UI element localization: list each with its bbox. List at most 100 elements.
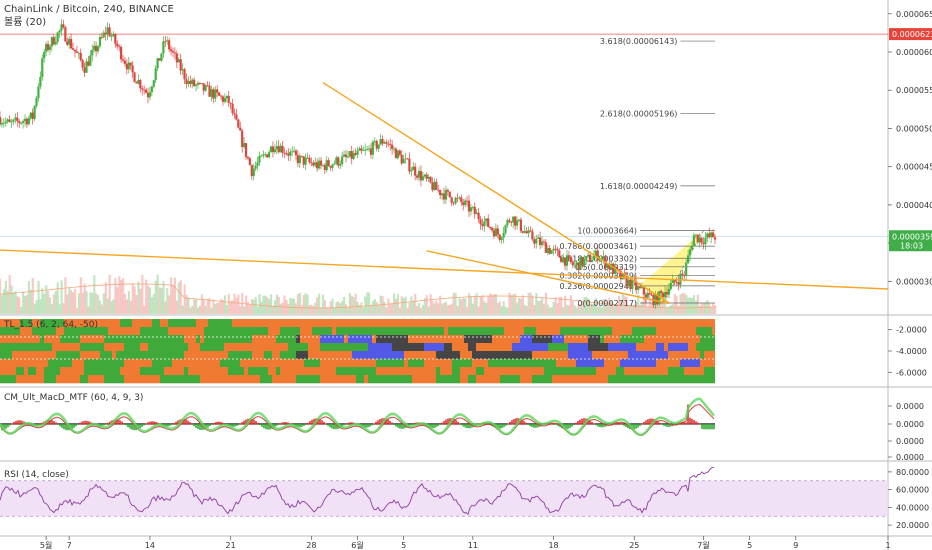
volume-bar bbox=[481, 295, 484, 314]
tl-cell bbox=[680, 359, 700, 368]
tl-cell bbox=[408, 359, 424, 368]
volume-bar bbox=[220, 298, 223, 314]
candle-body bbox=[98, 37, 102, 47]
volume-bar bbox=[195, 298, 198, 314]
volume-bar bbox=[27, 281, 31, 314]
candle-body bbox=[498, 234, 501, 240]
macd-tick-label: 0.0000 bbox=[896, 402, 924, 411]
tl-cell bbox=[584, 327, 604, 336]
candle-body bbox=[229, 102, 232, 104]
candle-body bbox=[181, 69, 184, 71]
tl-cell bbox=[596, 319, 612, 328]
tl-cell bbox=[668, 367, 684, 376]
volume-bar bbox=[685, 294, 688, 314]
volume-bar bbox=[444, 301, 448, 314]
candle-body bbox=[364, 149, 367, 151]
volume-bar bbox=[295, 303, 298, 314]
tl-cell bbox=[44, 367, 60, 376]
candle-body bbox=[317, 160, 321, 169]
tl-cell bbox=[228, 351, 232, 360]
macd-histogram-bar bbox=[619, 422, 621, 425]
volume-bar bbox=[306, 294, 309, 314]
tl-cell bbox=[328, 319, 336, 328]
candle-body bbox=[469, 207, 473, 212]
tl-cell bbox=[368, 375, 376, 384]
candle-body bbox=[196, 82, 200, 85]
fib-level-label: 0.236(0.00002941) bbox=[560, 282, 638, 291]
rsi-tick-label: 60.0000 bbox=[896, 486, 929, 495]
tl-cell bbox=[88, 319, 92, 328]
volume-bar bbox=[141, 274, 144, 314]
candle-body bbox=[523, 231, 526, 233]
volume-bar bbox=[212, 299, 215, 314]
candle-body bbox=[542, 241, 546, 243]
tl-cell bbox=[64, 319, 88, 328]
macd-line bbox=[0, 397, 715, 437]
tl-cell bbox=[240, 375, 260, 384]
macd-histogram-bar bbox=[173, 423, 175, 425]
volume-bar bbox=[29, 289, 32, 314]
macd-histogram-bar bbox=[613, 422, 615, 425]
candle-body bbox=[0, 116, 2, 125]
tl-cell bbox=[0, 335, 24, 344]
volume-bar bbox=[179, 280, 182, 314]
volume-bar bbox=[58, 304, 61, 314]
time-tick-label: 7 bbox=[67, 541, 72, 550]
candle-body bbox=[371, 141, 374, 155]
volume-bar bbox=[429, 294, 432, 314]
volume-bar bbox=[517, 297, 521, 314]
volume-bar bbox=[366, 292, 369, 314]
macd-histogram-bar bbox=[217, 421, 219, 425]
volume-bar bbox=[39, 299, 42, 314]
volume-bar bbox=[398, 307, 401, 314]
tl-cell bbox=[544, 367, 548, 376]
tl-cell bbox=[600, 351, 620, 360]
candle-body bbox=[592, 255, 596, 261]
tl-cell bbox=[76, 327, 92, 336]
candle-body bbox=[310, 162, 313, 164]
candle-body bbox=[433, 181, 436, 191]
volume-bar bbox=[260, 301, 263, 314]
volume-bar bbox=[577, 304, 580, 314]
macd-histogram-bar bbox=[441, 422, 443, 425]
tl-cell bbox=[252, 351, 264, 360]
volume-bar bbox=[343, 296, 346, 314]
candle-body bbox=[504, 225, 507, 233]
tl-cell bbox=[248, 335, 252, 344]
macd-histogram-bar bbox=[499, 424, 501, 429]
volume-bar bbox=[89, 292, 92, 314]
volume-bar bbox=[408, 302, 411, 314]
volume-bar bbox=[104, 282, 107, 314]
volume-bar bbox=[25, 294, 29, 314]
candle-body bbox=[662, 292, 665, 297]
macd-histogram-bar bbox=[685, 422, 687, 425]
macd-histogram-bar bbox=[13, 421, 15, 425]
macd-histogram-bar bbox=[641, 423, 643, 425]
tl-cell bbox=[536, 319, 552, 328]
macd-histogram-bar bbox=[455, 420, 457, 425]
volume-bar bbox=[135, 295, 138, 314]
macd-histogram-bar bbox=[635, 424, 637, 429]
fib-level-label: 2.618(0.00005196) bbox=[600, 109, 678, 118]
volume-bar bbox=[10, 285, 13, 314]
candle-body bbox=[377, 144, 380, 149]
volume-bar bbox=[85, 291, 88, 314]
volume-bar bbox=[77, 293, 81, 314]
volume-bar bbox=[566, 304, 569, 314]
candle-body bbox=[16, 117, 19, 122]
volume-bar bbox=[275, 294, 278, 314]
volume-bar bbox=[412, 300, 415, 314]
tl-cell bbox=[140, 327, 148, 336]
tl-cell bbox=[24, 367, 28, 376]
candle-body bbox=[362, 150, 365, 152]
candle-body bbox=[58, 30, 61, 33]
tl-cell bbox=[204, 327, 212, 336]
tl-cell bbox=[128, 335, 136, 344]
candle-body bbox=[346, 156, 349, 158]
volume-bar bbox=[162, 281, 165, 314]
tl-cell bbox=[560, 327, 584, 336]
macd-axis: 0.0000 0.0000 0.0000 0.0000 bbox=[888, 402, 924, 462]
tl-cell bbox=[120, 375, 124, 384]
candle-body bbox=[39, 76, 42, 87]
